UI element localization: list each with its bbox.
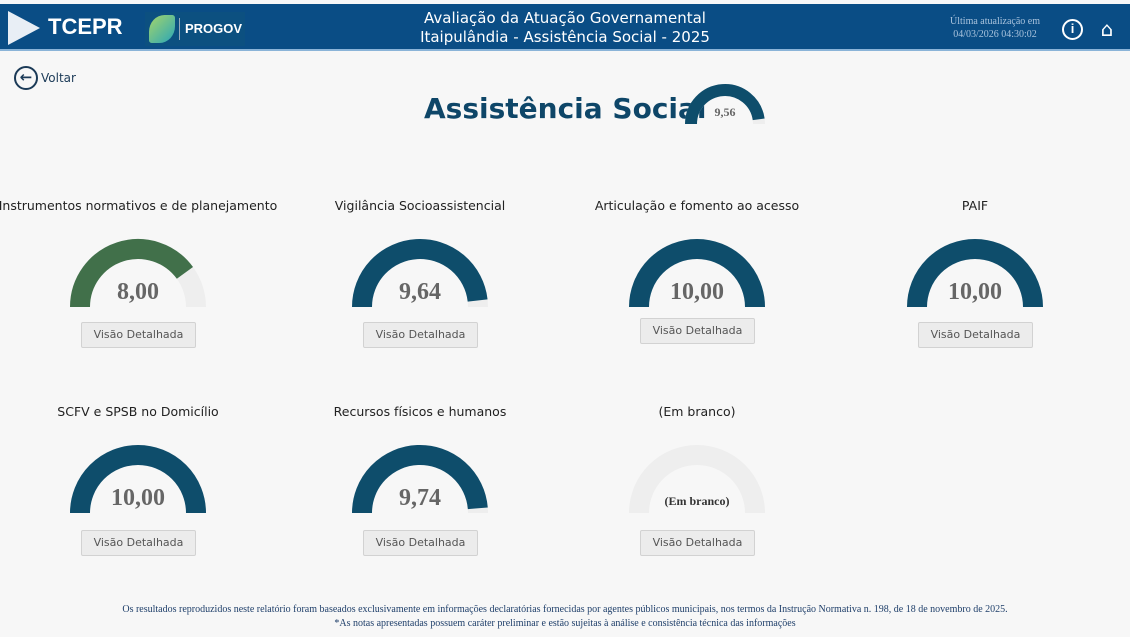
header-title: Avaliação da Atuação Governamental: [424, 9, 706, 27]
gauge-track: [629, 445, 765, 514]
detailed-view-button[interactable]: Visão Detalhada: [918, 322, 1033, 348]
back-button[interactable]: ← Voltar: [14, 66, 76, 90]
top-header: TCEPR PROGOV Avaliação da Atuação Govern…: [0, 4, 1130, 51]
card-title: Articulação e fomento ao acesso: [594, 198, 800, 213]
last-update-value: 04/03/2026 04:30:02: [953, 29, 1037, 40]
gauge: 10,00: [907, 239, 1043, 308]
tcepr-logo-icon: [8, 11, 40, 45]
progov-label: PROGOV: [185, 21, 243, 36]
card-title: Instrumentos normativos e de planejament…: [0, 198, 278, 213]
gauge-fill: [629, 239, 765, 308]
gauge-value: 10,00: [111, 485, 165, 511]
home-icon[interactable]: ⌂: [1100, 17, 1114, 41]
last-update: Última atualização em 04/03/2026 04:30:0…: [940, 15, 1050, 41]
gauge: 8,00: [70, 239, 206, 308]
gauge-value: 8,00: [117, 279, 159, 305]
footer-disclaimer: Os resultados reproduzidos neste relatór…: [122, 604, 1008, 615]
gauge: (Em branco): [629, 445, 765, 514]
header-subtitle: Itaipulândia - Assistência Social - 2025: [420, 28, 710, 46]
gauge-fill: [685, 84, 765, 125]
card-title: SCFV e SPSB no Domicílio: [57, 404, 219, 419]
detailed-view-button[interactable]: Visão Detalhada: [81, 322, 196, 348]
gauge-value: 10,00: [670, 279, 724, 305]
last-update-label: Última atualização em: [950, 16, 1040, 27]
card-title: Vigilância Socioassistencial: [334, 198, 506, 213]
card-title: (Em branco): [658, 404, 736, 419]
gauge-value: 9,74: [399, 485, 441, 511]
card-title: Recursos físicos e humanos: [333, 404, 507, 419]
detailed-view-button[interactable]: Visão Detalhada: [363, 530, 478, 556]
gauge-value: 9,64: [399, 279, 441, 305]
arrow-left-icon: ←: [14, 66, 38, 90]
detailed-view-button[interactable]: Visão Detalhada: [640, 530, 755, 556]
card-title: PAIF: [961, 198, 989, 213]
info-icon[interactable]: i: [1062, 19, 1083, 40]
footer-note: *As notas apresentadas possuem caráter p…: [334, 618, 796, 629]
gauge-fill: [907, 239, 1043, 308]
page-title: Assistência Social: [424, 92, 707, 125]
gauge: 9,56: [685, 84, 765, 125]
gauge: 10,00: [70, 445, 206, 514]
divider: [179, 18, 180, 40]
gauge-fill: [70, 445, 206, 514]
progov-logo: PROGOV: [145, 12, 245, 46]
detailed-view-button[interactable]: Visão Detalhada: [640, 318, 755, 344]
gauge: 9,74: [352, 445, 488, 514]
gauge-fill: [352, 239, 488, 308]
back-label: Voltar: [41, 71, 76, 85]
gauge-value: 10,00: [948, 279, 1002, 305]
gauge-value: (Em branco): [665, 494, 730, 508]
brand-name: TCEPR: [48, 14, 123, 39]
detailed-view-button[interactable]: Visão Detalhada: [363, 322, 478, 348]
detailed-view-button[interactable]: Visão Detalhada: [81, 530, 196, 556]
gauge-fill: [70, 239, 194, 308]
gauge-value: 9,56: [715, 105, 736, 119]
gauge-fill: [352, 445, 488, 514]
gauge: 9,64: [352, 239, 488, 308]
gauge: 10,00: [629, 239, 765, 308]
